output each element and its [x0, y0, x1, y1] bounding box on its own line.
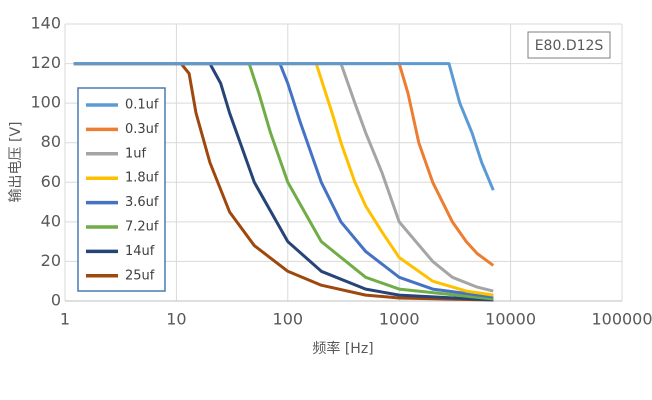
legend-label: 3.6uf — [125, 195, 159, 210]
x-tick-label: 100 — [273, 310, 304, 329]
y-tick-label: 60 — [41, 172, 61, 191]
legend-label: 14uf — [125, 244, 155, 259]
series-line — [73, 62, 494, 297]
legend-label: 1.8uf — [125, 171, 159, 186]
annotation-box — [527, 31, 611, 59]
series-line — [73, 62, 494, 299]
annotation: E80.D12S — [535, 38, 604, 54]
legend-box — [77, 87, 166, 292]
x-tick-label: 1 — [60, 310, 70, 329]
y-tick-label: 140 — [30, 14, 61, 33]
series-line — [73, 62, 495, 267]
series-line — [73, 62, 494, 302]
y-axis-label: 输出电压 [V] — [8, 122, 24, 203]
legend-label: 1uf — [125, 146, 147, 161]
legend-label: 25uf — [125, 268, 155, 283]
series-line — [73, 62, 494, 293]
x-tick-label: 100000 — [591, 310, 652, 329]
series-line — [73, 62, 494, 302]
x-tick-label: 1000 — [379, 310, 420, 329]
y-tick-label: 40 — [41, 211, 61, 230]
legend-label: 0.3uf — [125, 122, 159, 137]
y-tick-label: 20 — [41, 251, 61, 270]
x-tick-label: 10 — [166, 310, 186, 329]
y-tick-label: 100 — [30, 93, 61, 112]
y-tick-label: 120 — [30, 53, 61, 72]
y-tick-label: 0 — [51, 291, 61, 310]
x-axis-label: 频率 [Hz] — [312, 340, 373, 357]
x-tick-label: 10000 — [485, 310, 536, 329]
legend-label: 7.2uf — [125, 220, 159, 235]
series-line — [73, 62, 494, 301]
series-line — [73, 62, 495, 191]
y-tick-label: 80 — [41, 132, 61, 151]
legend-label: 0.1uf — [125, 98, 159, 113]
